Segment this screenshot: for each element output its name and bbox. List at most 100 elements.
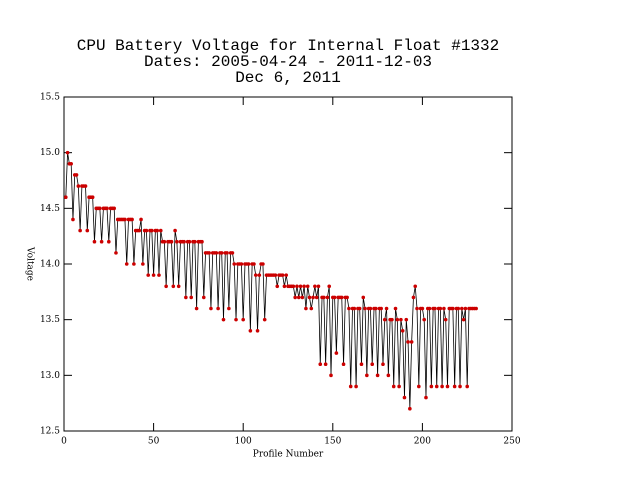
data-point <box>232 262 237 266</box>
data-point <box>193 239 197 244</box>
data-point <box>395 317 400 322</box>
data-point <box>182 239 186 244</box>
data-point <box>311 295 315 300</box>
data-point <box>458 384 462 389</box>
data-point <box>248 329 253 333</box>
data-point <box>347 306 351 311</box>
data-point <box>452 384 457 389</box>
data-point <box>397 384 401 389</box>
data-point <box>456 306 461 311</box>
data-point <box>322 295 326 300</box>
data-point <box>132 262 136 266</box>
data-point <box>474 306 478 311</box>
data-point <box>194 306 199 311</box>
x-tick-label: 100 <box>235 437 252 447</box>
data-point <box>214 251 219 255</box>
data-point <box>130 217 134 222</box>
data-point <box>141 262 145 266</box>
data-point <box>114 251 118 255</box>
data-point <box>280 273 285 277</box>
y-axis-label: Voltage <box>25 246 35 281</box>
data-point <box>304 306 308 311</box>
data-point <box>429 384 434 389</box>
data-point <box>139 217 143 222</box>
data-point <box>92 239 97 244</box>
data-point <box>257 273 262 277</box>
data-point <box>316 284 321 289</box>
data-point <box>246 262 251 266</box>
data-point <box>176 284 181 289</box>
data-point <box>445 384 450 389</box>
data-point <box>325 295 330 300</box>
data-point <box>158 228 163 233</box>
data-point <box>295 284 299 289</box>
data-point <box>221 317 226 322</box>
data-point <box>124 262 129 266</box>
data-point <box>434 384 439 389</box>
data-point <box>427 306 432 311</box>
data-point <box>341 362 346 367</box>
data-point <box>85 228 90 233</box>
data-point <box>465 384 470 389</box>
data-point <box>74 173 79 177</box>
data-point <box>90 195 95 199</box>
data-point <box>300 295 305 300</box>
data-point <box>76 184 81 188</box>
data-point <box>69 162 73 166</box>
data-point <box>460 306 464 311</box>
data-point <box>409 340 414 344</box>
data-point <box>189 295 194 300</box>
data-point <box>400 329 405 333</box>
data-point <box>253 273 258 277</box>
data-point <box>379 306 383 311</box>
data-point <box>348 384 353 389</box>
data-point <box>261 262 265 266</box>
x-tick-label: 150 <box>324 437 341 447</box>
data-point <box>305 284 310 289</box>
data-point <box>112 206 116 211</box>
data-point <box>415 306 419 311</box>
data-point <box>302 284 306 289</box>
data-point <box>184 295 188 300</box>
data-point <box>359 362 364 367</box>
data-point <box>381 362 385 367</box>
data-point <box>230 251 235 255</box>
data-point <box>284 273 289 277</box>
data-point <box>323 362 328 367</box>
data-point <box>314 295 319 300</box>
data-point <box>413 284 418 289</box>
data-point <box>298 284 303 289</box>
y-tick-label: 13.5 <box>40 315 60 325</box>
data-point <box>155 228 159 233</box>
data-point <box>255 329 260 333</box>
data-point <box>390 317 394 322</box>
data-point <box>309 306 314 311</box>
data-point <box>307 295 312 300</box>
data-point <box>313 284 317 289</box>
data-point <box>175 239 179 244</box>
x-tick-label: 0 <box>61 437 67 447</box>
data-point <box>424 395 428 400</box>
data-point <box>252 262 256 266</box>
chart-title: CPU Battery Voltage for Internal Float #… <box>77 37 499 55</box>
data-point <box>144 228 149 233</box>
data-point <box>123 217 127 222</box>
data-point <box>282 284 287 289</box>
data-point <box>399 317 403 322</box>
data-point <box>375 373 380 378</box>
x-tick-label: 200 <box>414 437 431 447</box>
x-axis-label: Profile Number <box>253 450 324 460</box>
data-point <box>442 306 446 311</box>
data-point <box>463 306 468 311</box>
data-point <box>173 228 177 233</box>
data-point <box>225 251 229 255</box>
data-point <box>275 284 280 289</box>
data-point <box>78 228 82 233</box>
data-point <box>451 306 455 311</box>
y-tick-label: 13.0 <box>40 371 60 381</box>
data-point <box>354 384 358 389</box>
data-point <box>209 306 213 311</box>
data-point <box>105 206 109 211</box>
